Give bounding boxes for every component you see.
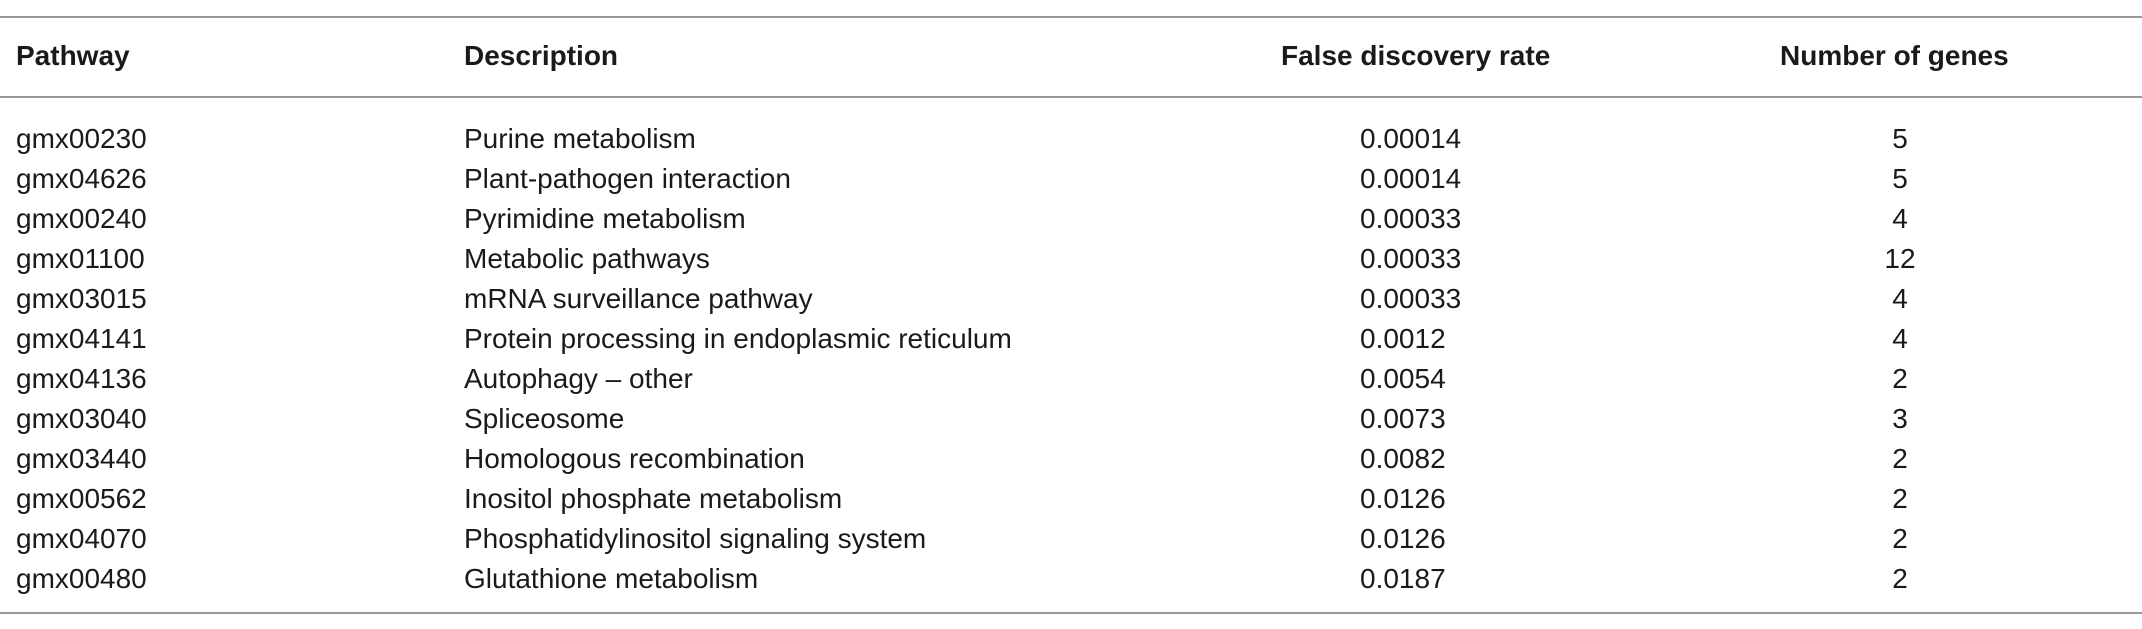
header-fdr: False discovery rate: [1281, 40, 1551, 71]
cell-pathway: gmx04136: [16, 363, 147, 394]
table-row: gmx03440 Homologous recombination 0.0082 2: [0, 439, 2142, 479]
cell-fdr: 0.00033: [1360, 283, 1462, 314]
cell-genes: 2: [1892, 563, 1908, 594]
cell-description: Pyrimidine metabolism: [464, 203, 746, 234]
cell-fdr: 0.00033: [1360, 203, 1462, 234]
table-row: gmx04136 Autophagy – other 0.0054 2: [0, 359, 2142, 399]
cell-pathway: gmx01100: [16, 243, 145, 274]
table-row: gmx03040 Spliceosome 0.0073 3: [0, 399, 2142, 439]
table-row: gmx00480 Glutathione metabolism 0.0187 2: [0, 559, 2142, 599]
cell-fdr: 0.0082: [1360, 443, 1446, 474]
table-row: gmx00562 Inositol phosphate metabolism 0.0…: [0, 479, 2142, 519]
cell-description: Phosphatidylinositol signaling system: [464, 523, 927, 554]
cell-description: Autophagy – other: [464, 363, 693, 394]
table-row: gmx04141 Protein processing in endoplasmi…: [0, 319, 2142, 359]
header-pathway: Pathway: [16, 40, 130, 71]
cell-description: Spliceosome: [464, 403, 625, 434]
table-row: gmx01100 Metabolic pathways 0.00033 12: [0, 239, 2142, 279]
table-bottom-rule: [0, 612, 2142, 614]
cell-fdr: 0.0126: [1360, 483, 1446, 514]
cell-genes: 3: [1892, 403, 1908, 434]
cell-pathway: gmx00230: [16, 123, 147, 154]
cell-fdr: 0.00033: [1360, 243, 1462, 274]
table-row: gmx00230 Purine metabolism 0.00014 5: [0, 119, 2142, 159]
table-row: gmx04626 Plant-pathogen interaction 0.0001…: [0, 159, 2142, 199]
cell-pathway: gmx04070: [16, 523, 147, 554]
cell-fdr: 0.00014: [1360, 163, 1462, 194]
cell-genes: 4: [1892, 203, 1908, 234]
cell-pathway: gmx03015: [16, 283, 147, 314]
cell-description: Homologous recombination: [464, 443, 805, 474]
table-row: gmx04070 Phosphatidylinositol signaling s…: [0, 519, 2142, 559]
table-top-rule: [0, 16, 2142, 18]
cell-pathway: gmx03040: [16, 403, 147, 434]
table-header-row: Pathway Description False discovery rate…: [0, 16, 2142, 96]
cell-genes: 5: [1892, 123, 1908, 154]
header-description: Description: [464, 40, 619, 71]
cell-genes: 12: [1884, 243, 1916, 274]
cell-pathway: gmx04141: [16, 323, 147, 354]
cell-pathway: gmx04626: [16, 163, 147, 194]
cell-pathway: gmx03440: [16, 443, 147, 474]
cell-pathway: gmx00562: [16, 483, 147, 514]
table-body: gmx00230 Purine metabolism 0.00014 5 gmx0462…: [0, 119, 2142, 599]
cell-fdr: 0.0126: [1360, 523, 1446, 554]
cell-description: Protein processing in endoplasmic reticu…: [464, 323, 1012, 354]
cell-genes: 2: [1892, 443, 1908, 474]
table-header-rule: [0, 96, 2142, 98]
cell-genes: 5: [1892, 163, 1908, 194]
cell-description: Glutathione metabolism: [464, 563, 759, 594]
cell-genes: 4: [1892, 323, 1908, 354]
cell-pathway: gmx00240: [16, 203, 147, 234]
cell-description: mRNA surveillance pathway: [464, 283, 813, 314]
table-row: gmx00240 Pyrimidine metabolism 0.00033 4: [0, 199, 2142, 239]
cell-fdr: 0.00014: [1360, 123, 1462, 154]
cell-description: Inositol phosphate metabolism: [464, 483, 843, 514]
cell-fdr: 0.0187: [1360, 563, 1446, 594]
cell-pathway: gmx00480: [16, 563, 147, 594]
cell-fdr: 0.0054: [1360, 363, 1446, 394]
table-row: gmx03015 mRNA surveillance pathway 0.00033…: [0, 279, 2142, 319]
cell-fdr: 0.0073: [1360, 403, 1446, 434]
cell-description: Purine metabolism: [464, 123, 696, 154]
cell-genes: 2: [1892, 523, 1908, 554]
cell-fdr: 0.0012: [1360, 323, 1446, 354]
cell-genes: 2: [1892, 363, 1908, 394]
cell-description: Plant-pathogen interaction: [464, 163, 791, 194]
cell-genes: 4: [1892, 283, 1908, 314]
header-genes: Number of genes: [1780, 40, 2009, 71]
cell-genes: 2: [1892, 483, 1908, 514]
cell-description: Metabolic pathways: [464, 243, 710, 274]
